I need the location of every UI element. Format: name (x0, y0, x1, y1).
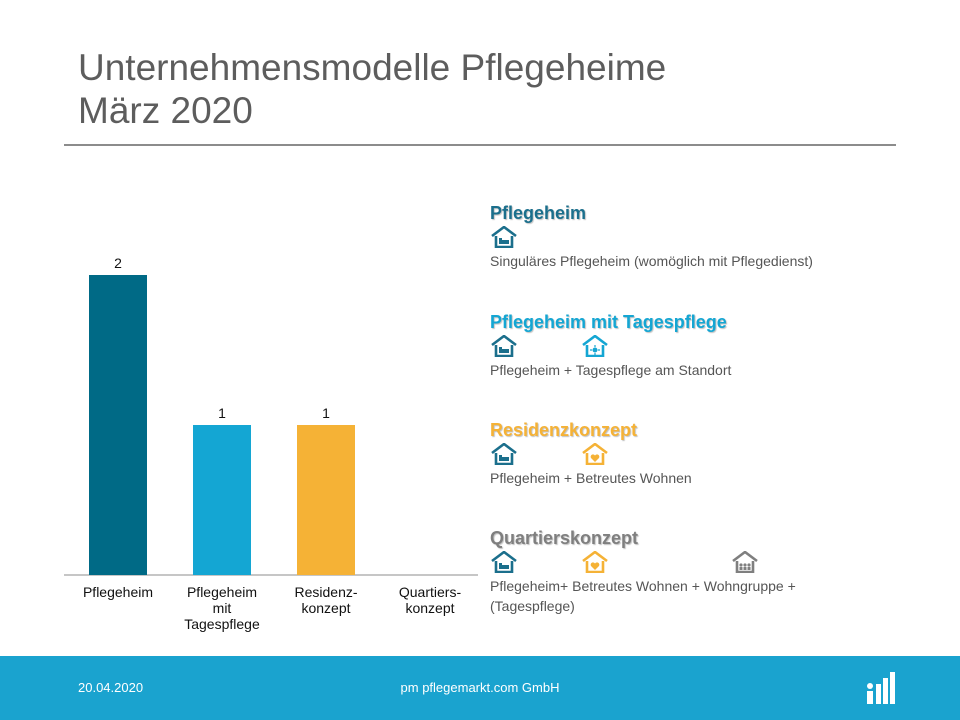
legend-item-residenzkonzept: Residenzkonzept Pflegeheim + Betreutes W… (490, 420, 870, 488)
legend-description: Singuläres Pflegeheim (womöglich mit Pfl… (490, 253, 813, 269)
category-label-line: konzept (405, 600, 455, 616)
category-label-line: Residenz- (294, 584, 358, 600)
legend-title: Residenzkonzept (490, 420, 638, 440)
category-label-3: Quartiers-konzept (380, 584, 480, 616)
data-label-0: 2 (114, 255, 122, 271)
title-divider (64, 144, 896, 146)
bar-2 (297, 425, 355, 575)
legend-description: Pflegeheim + Betreutes Wohnen (490, 470, 692, 486)
pflegemarkt-logo-icon (867, 672, 895, 704)
house-group-icon (732, 551, 758, 573)
legend-icons (490, 548, 870, 576)
data-label-2: 1 (322, 405, 330, 421)
title-line-1: Unternehmensmodelle Pflegeheime (78, 47, 667, 88)
house-heart-icon (582, 551, 608, 573)
category-label-0: Pflegeheim (68, 584, 168, 600)
page-title: Unternehmensmodelle Pflegeheime März 202… (78, 46, 666, 132)
house-bed-icon (491, 551, 517, 573)
house-heart-icon (582, 443, 608, 465)
legend-description: Pflegeheim + Tagespflege am Standort (490, 362, 732, 378)
category-label-line: Pflegeheim (186, 584, 258, 600)
title-line-2: März 2020 (78, 90, 253, 131)
data-label-1: 1 (218, 405, 226, 421)
footer-date: 20.04.2020 (78, 680, 144, 695)
legend-description: Pflegeheim+ Betreutes Wohnen + Wohngrupp… (490, 578, 796, 614)
house-bed-icon (491, 226, 517, 248)
legend-item-quartierskonzept: Quartierskonzept Pflegeheim+ Betreutes W… (490, 528, 870, 616)
footer-bar: 20.04.2020 pm pflegemarkt.com GmbH (0, 656, 960, 720)
bar-1 (193, 425, 251, 575)
category-label-line: mit (212, 600, 232, 616)
category-label-line: konzept (301, 600, 351, 616)
house-bed-icon (491, 443, 517, 465)
category-label-line: Tagespflege (184, 616, 260, 632)
category-label-1: Pflegeheim mit Tagespflege (172, 584, 272, 632)
footer-company: pm pflegemarkt.com GmbH (400, 680, 560, 695)
legend-icons (490, 440, 870, 468)
category-label-line: Quartiers- (398, 584, 462, 600)
house-bed-icon (491, 335, 517, 357)
legend-icons (490, 223, 870, 251)
bar-chart: 2 1 1 (64, 255, 478, 576)
legend-title: Pflegeheim (490, 203, 587, 223)
house-sun-icon (582, 335, 608, 357)
legend-title: Quartierskonzept (490, 528, 639, 548)
category-label-line: Pflegeheim (82, 584, 154, 600)
category-label-2: Residenz-konzept (276, 584, 376, 616)
legend-title: Pflegeheim mit Tagespflege (490, 312, 727, 332)
bar-0 (89, 275, 147, 575)
legend-icons (490, 332, 870, 360)
legend-item-pflegeheim: Pflegeheim Singuläres Pflegeheim (womögl… (490, 203, 870, 271)
legend-item-pflegeheim-mit-tagespflege: Pflegeheim mit Tagespflege Pflegeheim + … (490, 312, 870, 380)
